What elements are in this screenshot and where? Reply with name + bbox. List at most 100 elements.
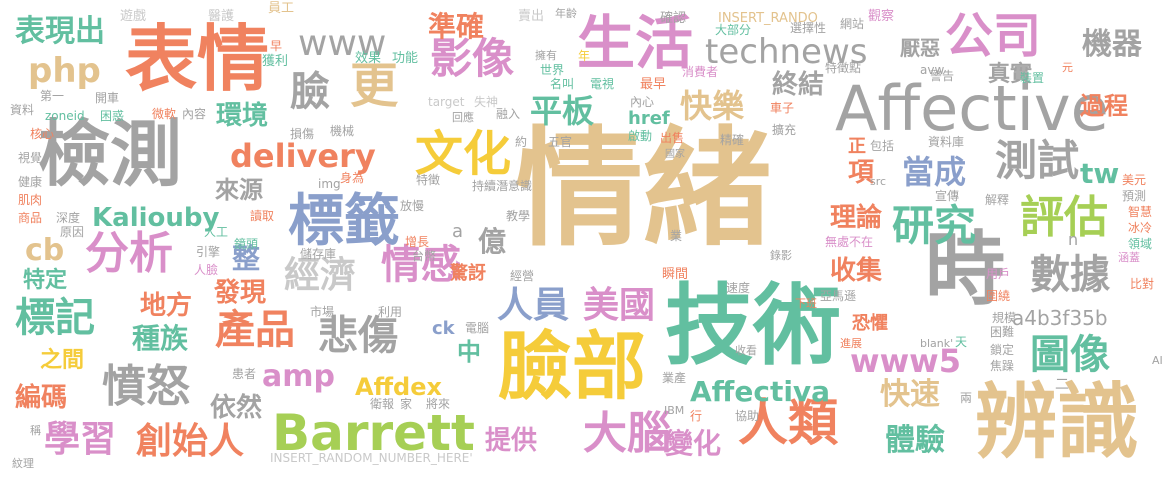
word-research: 研究 (892, 205, 976, 247)
word-end: 終結 (772, 72, 824, 98)
word-small-compare: 比對 (1130, 278, 1154, 290)
word-small-use: 利用 (378, 306, 402, 318)
word-small-patient: 患者 (232, 368, 256, 380)
word-small-age: 年齡 (555, 8, 577, 19)
word-recognition: 辨識 (975, 382, 1139, 464)
word-small-user: 用戶 (986, 268, 1010, 280)
word-small-feature-point: 特徵點 (825, 62, 861, 74)
word-provide: 提供 (485, 428, 537, 454)
word-small-explain: 解釋 (985, 194, 1009, 206)
word-test: 測試 (995, 140, 1079, 182)
word-middle: 中 (457, 340, 481, 364)
word-small-as: 身為 (340, 172, 364, 184)
word-still: 依然 (210, 395, 262, 421)
word-data: 數據 (1030, 255, 1110, 295)
word-small-confirm: 確認 (660, 12, 686, 25)
word-ethnic: 種族 (132, 325, 188, 353)
word-small-vision: 視覺 (18, 152, 42, 164)
word-small-engine: 引擎 (196, 246, 220, 258)
word-small-precise: 精確 (720, 134, 744, 146)
word-small-selective: 選擇性 (790, 22, 826, 34)
word-small-include: 包括 (870, 140, 894, 152)
word-small-line: 行 (690, 410, 702, 422)
word-small-day: 天 (955, 336, 967, 348)
word-theory: 理論 (830, 205, 882, 231)
word-small-twd: 台幣 (412, 250, 436, 262)
word-small-info: 資料 (10, 104, 34, 116)
word-small-smart: 智慧 (1128, 206, 1152, 218)
word-small-employee: 員工 (268, 2, 294, 15)
word-small-texture: 紋理 (12, 458, 34, 469)
word-small-off-work: 下班 (795, 298, 817, 309)
word-small-early: 早 (270, 40, 282, 52)
word-brain: 大腦 (583, 412, 671, 456)
word-happy: 快樂 (680, 90, 744, 122)
word-kaliouby: Kaliouby (92, 205, 219, 231)
word-small-database: 資料庫 (928, 136, 964, 148)
word-small-two: 兩 (960, 392, 972, 404)
word-founder: 創始人 (136, 424, 244, 460)
word-small-game: 遊戲 (120, 10, 146, 23)
word-small-anxious: 焦躁 (990, 360, 1014, 372)
word-company: 公司 (945, 12, 1041, 60)
word-small-subconscious: 持續潛意識 (472, 180, 532, 192)
word-small-img: img (318, 178, 341, 190)
word-small-about: 約 (515, 136, 527, 148)
word-small-guardian: 衛報 (370, 398, 394, 410)
word-small-country: 國家 (665, 150, 685, 160)
word-analysis: 分析 (85, 232, 173, 276)
word-billion: 億 (478, 228, 506, 256)
word-small-characteristic: 特徵 (416, 174, 440, 186)
word-small-future: 將來 (426, 398, 450, 410)
word-machine: 機器 (1082, 30, 1142, 60)
word-staff: 人員 (497, 288, 569, 324)
word-small-first: 第一 (40, 90, 64, 102)
word-small-production: 業產 (662, 372, 686, 384)
word-small-health: 健康 (18, 176, 42, 188)
word-small-scale: 規模 (992, 312, 1016, 324)
word-small-n: n (1068, 232, 1078, 248)
word-image: 影像 (430, 38, 514, 80)
word-small-function: 功能 (392, 52, 418, 65)
word-source: 來源 (215, 178, 263, 202)
word-small-most: 大部分 (715, 24, 751, 36)
word-small-cold: 冰冷 (1128, 222, 1152, 234)
word-small-world: 世界 (540, 64, 564, 76)
word-small-zoneid: zoneid (45, 110, 85, 122)
word-delivery: delivery (230, 140, 376, 172)
word-small-integrate: 融入 (496, 108, 520, 120)
word-small-ai: AI (1152, 355, 1163, 366)
word-small-core: 核心 (30, 128, 54, 140)
word-small-operate: 經營 (510, 270, 534, 282)
word-small-lock: 鎖定 (990, 344, 1014, 356)
word-fear: 恐懼 (852, 315, 888, 333)
word-experience: 體驗 (885, 426, 945, 456)
word-product: 產品 (215, 310, 295, 350)
word-small-drive: 開車 (95, 92, 119, 104)
word-small-surround: 圍繞 (986, 290, 1010, 302)
word-small-lens: 鏡頭 (234, 238, 258, 250)
word-small-computer: 電腦 (465, 322, 489, 334)
word-accurate: 準確 (428, 13, 484, 41)
word-small-speed: 速度 (726, 282, 750, 294)
word-small-read: 讀取 (250, 210, 274, 222)
word-sad: 悲傷 (318, 316, 398, 356)
word-small-two-cjk: 二 (1055, 378, 1069, 392)
word-small-own: 擁有 (535, 50, 557, 61)
word-small-goods: 商品 (18, 212, 42, 224)
word-small-market: 市場 (310, 306, 334, 318)
word-small-sell: 賣出 (518, 10, 544, 23)
word-show: 表現出 (15, 17, 105, 47)
word-picture: 圖像 (1030, 335, 1110, 375)
word-evaluate: 評估 (1020, 196, 1108, 240)
word-between: 之間 (40, 350, 84, 372)
word-small-year: 年 (578, 50, 590, 62)
word-small-respond: 回應 (452, 112, 474, 123)
word-environment: 環境 (216, 103, 268, 129)
word-small-start: 啟動 (628, 130, 652, 142)
word-small-earliest: 最早 (640, 78, 666, 91)
word-economy: 經濟 (284, 258, 356, 294)
word-small-a: a (452, 223, 463, 241)
word-small-observe: 觀察 (868, 10, 894, 23)
word-small-microsoft: 微軟 (152, 108, 176, 120)
